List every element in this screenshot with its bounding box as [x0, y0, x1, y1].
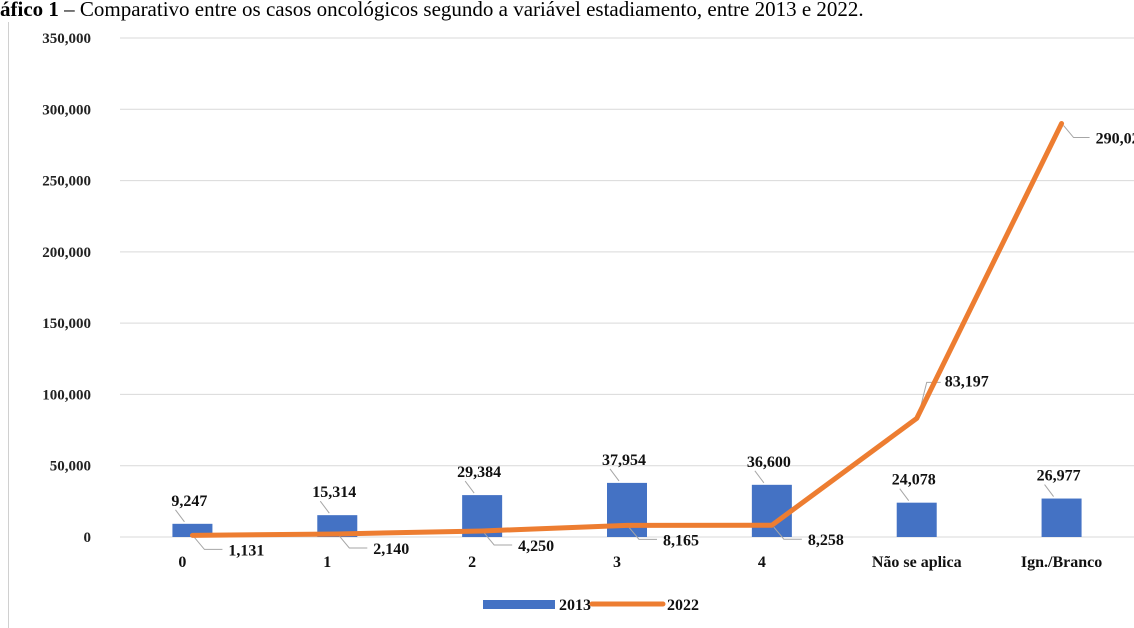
caption-prefix: áfico 1: [0, 0, 59, 21]
data-label-2022: 2,140: [373, 541, 409, 558]
legend-swatch-2013: [483, 600, 555, 609]
bar-2013: [1041, 498, 1082, 537]
x-axis: 0 1 2 3 4 Não se aplica Ign./Branco: [178, 554, 1102, 571]
legend-label-2022: 2022: [667, 597, 699, 614]
data-label-2022: 83,197: [945, 373, 989, 390]
x-category-label: 1: [323, 554, 331, 571]
label-leader: [609, 468, 620, 482]
x-category-label: 0: [178, 554, 186, 571]
data-label-2022: 1,131: [228, 542, 264, 559]
bar-2013: [751, 484, 792, 537]
caption-text: – Comparativo entre os casos oncológicos…: [58, 0, 864, 21]
label-leader: [483, 532, 513, 546]
label-leader: [899, 488, 910, 501]
y-tick-label: 200,000: [42, 245, 91, 261]
label-leader: [175, 509, 185, 523]
y-tick-label: 50,000: [50, 459, 91, 475]
y-axis: 0 50,000 100,000 150,000 200,000 250,000 300,0…: [42, 31, 91, 546]
data-label-2022: 8,258: [808, 532, 844, 549]
x-category-label: Não se aplica: [872, 554, 962, 571]
label-leader: [628, 527, 657, 540]
data-label-2013: 9,247: [171, 493, 207, 510]
chart-frame: [8, 22, 1134, 628]
x-category-label: Ign./Branco: [1021, 554, 1102, 571]
y-tick-label: 0: [84, 530, 92, 546]
label-leader: [773, 526, 802, 540]
legend-label-2013: 2013: [559, 597, 591, 614]
label-leader: [319, 500, 330, 514]
data-label-2013: 36,600: [747, 454, 791, 471]
x-category-label: 4: [758, 554, 766, 571]
label-leader: [194, 537, 223, 550]
data-label-2013: 37,954: [602, 452, 646, 469]
chart-caption: áfico 1 – Comparativo entre os casos onc…: [0, 0, 864, 22]
y-tick-label: 150,000: [42, 316, 91, 332]
label-leader: [754, 470, 765, 484]
label-leader: [1063, 125, 1090, 139]
y-tick-label: 250,000: [42, 174, 91, 190]
data-label-2022: 4,250: [518, 538, 554, 555]
bar-2013: [896, 502, 937, 537]
data-label-2022: 8,165: [663, 532, 699, 549]
line-2022-path: [189, 121, 1065, 538]
data-labels: 9,247 15,314 29,384 37,954 36,600 24,078 26,97…: [171, 131, 1134, 560]
data-label-2013: 24,078: [892, 472, 936, 489]
data-label-2013: 29,384: [457, 464, 501, 481]
bar-2013: [607, 482, 647, 537]
label-leader: [1044, 484, 1054, 497]
label-leader: [338, 535, 368, 549]
x-category-label: 2: [468, 554, 476, 571]
data-label-2013: 15,314: [312, 484, 356, 501]
data-label-2013: 26,977: [1037, 468, 1081, 485]
y-tick-label: 350,000: [42, 31, 91, 47]
data-label-2022: 290,022: [1096, 131, 1134, 148]
y-tick-label: 300,000: [42, 102, 91, 118]
legend: 2013 2022: [483, 597, 699, 614]
line-2022: [189, 121, 1065, 538]
y-tick-label: 100,000: [42, 387, 91, 403]
x-category-label: 3: [613, 554, 621, 571]
label-leader: [464, 480, 475, 494]
bars-2013: [172, 482, 1082, 537]
